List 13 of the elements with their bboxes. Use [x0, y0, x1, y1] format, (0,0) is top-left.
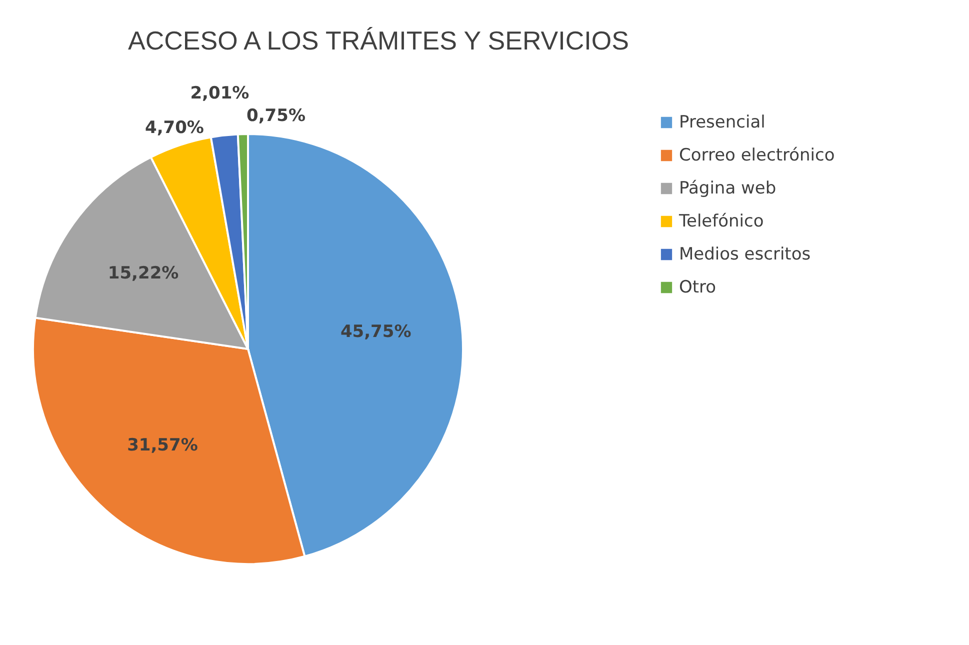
legend-label: Telefónico	[678, 212, 764, 232]
legend-label: Correo electrónico	[679, 146, 835, 166]
legend-label: Presencial	[679, 112, 766, 132]
data-label: 2,01%	[190, 84, 250, 104]
data-label: 15,22%	[108, 264, 179, 284]
data-label: 0,75%	[246, 106, 306, 126]
data-label: 31,57%	[127, 436, 198, 456]
legend-label: Medios escritos	[679, 244, 811, 264]
chart-title: ACCESO A LOS TRÁMITES Y SERVICIOS	[128, 26, 629, 56]
legend-label: Otro	[679, 278, 716, 298]
data-label: 45,75%	[340, 322, 412, 342]
data-label: 4,70%	[144, 118, 204, 138]
legend-label: Página web	[679, 178, 776, 198]
